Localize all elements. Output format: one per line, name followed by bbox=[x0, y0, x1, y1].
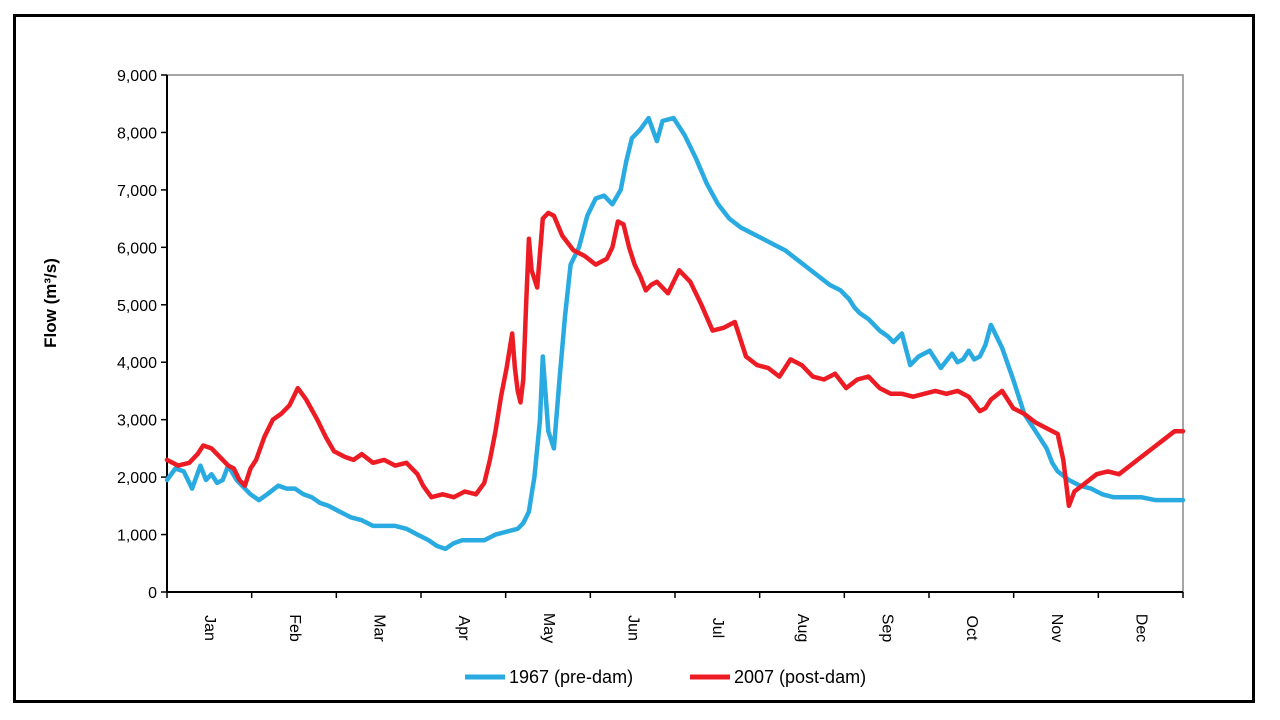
x-tick-label: Jul bbox=[709, 618, 726, 638]
series-2007-line bbox=[164, 210, 1186, 509]
y-tick-label: 3,000 bbox=[117, 413, 157, 430]
x-tick-label: Feb bbox=[286, 614, 303, 642]
series-1967-line bbox=[164, 115, 1186, 552]
x-tick-label: Nov bbox=[1048, 614, 1065, 642]
y-tick-label: 2,000 bbox=[117, 470, 157, 487]
x-tick-label: Oct bbox=[963, 616, 980, 641]
x-tick-label: Jan bbox=[201, 615, 218, 641]
x-tick-label: May bbox=[540, 613, 557, 643]
y-tick-label: 5,000 bbox=[117, 298, 157, 315]
y-axis-title: Flow (m³/s) bbox=[41, 258, 60, 348]
x-tick-label: Dec bbox=[1132, 614, 1149, 642]
y-tick-label: 8,000 bbox=[117, 125, 157, 142]
y-tick-label: 4,000 bbox=[117, 355, 157, 372]
x-tick-label: Sep bbox=[878, 614, 895, 643]
legend-label: 2007 (post-dam) bbox=[734, 667, 866, 687]
y-tick-label: 6,000 bbox=[117, 240, 157, 257]
legend: 1967 (pre-dam) 2007 (post-dam) bbox=[465, 667, 866, 687]
x-tick-label: Mar bbox=[370, 614, 387, 642]
legend-item-2007: 2007 (post-dam) bbox=[690, 667, 866, 687]
series-layer bbox=[164, 115, 1186, 552]
x-tick-label: Apr bbox=[455, 616, 472, 642]
y-tick-label: 9,000 bbox=[117, 68, 157, 85]
y-axis: 0 1,000 2,000 3,000 4,000 5,000 6,000 7,000 8,00… bbox=[117, 68, 168, 602]
y-tick-label: 1,000 bbox=[117, 528, 157, 545]
x-axis: Jan Feb Mar Apr May Jun Jul Aug Sep Oct Nov Dec bbox=[166, 591, 1184, 643]
y-tick-label: 0 bbox=[148, 585, 157, 602]
legend-item-1967: 1967 (pre-dam) bbox=[465, 667, 633, 687]
y-tick-label: 7,000 bbox=[117, 183, 157, 200]
plot-area bbox=[166, 74, 1184, 593]
legend-label: 1967 (pre-dam) bbox=[509, 667, 633, 687]
x-tick-label: Aug bbox=[794, 614, 811, 642]
x-tick-label: Jun bbox=[624, 615, 641, 641]
